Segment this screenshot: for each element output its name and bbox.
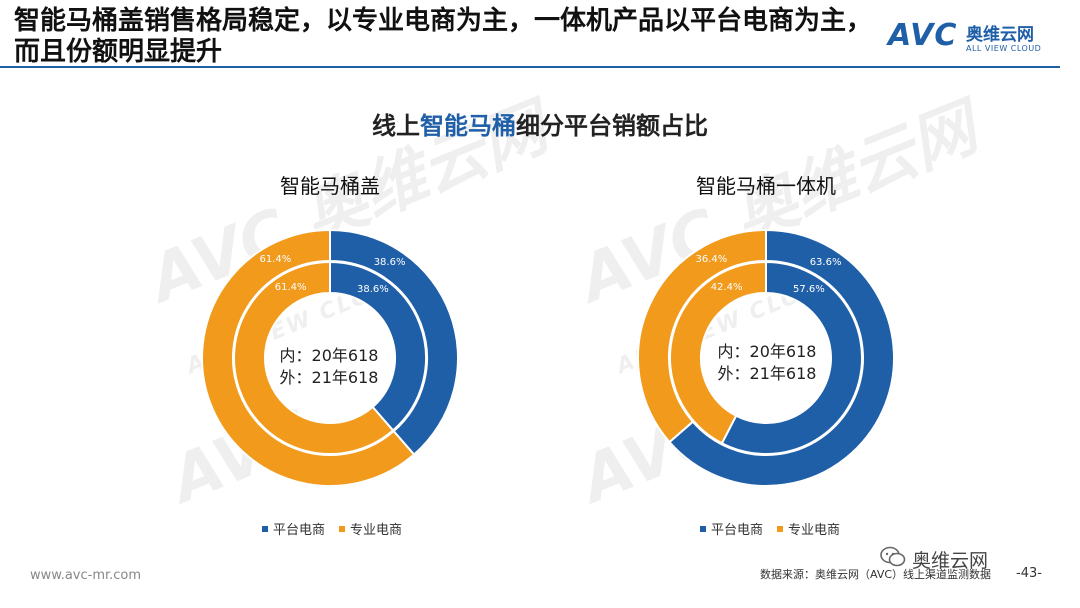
chart-1-inner-slice-1 xyxy=(329,260,427,432)
footer-url: www.avc-mr.com xyxy=(30,568,142,583)
chart-2-inner-slice-2 xyxy=(669,260,767,445)
chart-2-outer-slice-2 xyxy=(637,228,767,444)
logo-mark: AVC xyxy=(888,18,958,53)
header-divider xyxy=(0,66,1060,68)
chart-2-center-label: 内：20年618 外：21年618 xyxy=(717,342,817,383)
legend-item-professional: 专业电商 xyxy=(777,519,840,538)
chart-2-outer-label-2: 36.4% xyxy=(695,254,727,265)
chart-2-outer-label-1: 63.6% xyxy=(810,257,842,268)
chart-2-title: 智能马桶一体机 xyxy=(696,174,836,198)
page-number: -43- xyxy=(1016,566,1042,581)
chart-2-inner-label-2: 42.4% xyxy=(711,282,743,293)
wechat-icon xyxy=(880,546,906,567)
logo-cn-name: 奥维云网 xyxy=(966,25,1034,45)
chart-1-inner-slice-2 xyxy=(233,260,395,455)
chart-1-legend: 平台电商 专业电商 xyxy=(262,519,402,538)
chart-2-inner-label-1: 57.6% xyxy=(793,284,825,295)
chart-1-outer-label-1: 38.6% xyxy=(374,257,406,268)
footer-source: 数据来源：奥维云网（AVC）线上渠道监测数据 xyxy=(760,568,992,581)
page-title: 智能马桶盖销售格局稳定，以专业电商为主，一体机产品以平台电商为主，而且份额明显提… xyxy=(14,6,873,67)
logo-en-name: ALL VIEW CLOUD xyxy=(966,44,1042,53)
chart-1-outer-slice-2 xyxy=(201,228,416,487)
chart-1-center-label: 内：20年618 外：21年618 xyxy=(279,346,379,387)
chart-2-inner-slice-1 xyxy=(720,260,863,455)
chart-1-inner-label-2: 61.4% xyxy=(275,282,307,293)
chart-2-outer-slice-1 xyxy=(668,228,895,487)
legend-item-platform: 平台电商 xyxy=(700,519,763,538)
legend-item-professional: 专业电商 xyxy=(339,519,402,538)
avc-logo: AVC 奥维云网 ALL VIEW CLOUD xyxy=(888,16,1058,60)
chart-1-outer-label-2: 61.4% xyxy=(259,254,291,265)
chart-title: 线上智能马桶细分平台销额占比 xyxy=(372,112,708,140)
legend-item-platform: 平台电商 xyxy=(262,519,325,538)
chart-2-legend: 平台电商 专业电商 xyxy=(700,519,840,538)
footer-brand: 奥维云网 xyxy=(912,550,989,572)
chart-1-inner-label-1: 38.6% xyxy=(357,284,389,295)
chart-1-title: 智能马桶盖 xyxy=(280,174,380,198)
